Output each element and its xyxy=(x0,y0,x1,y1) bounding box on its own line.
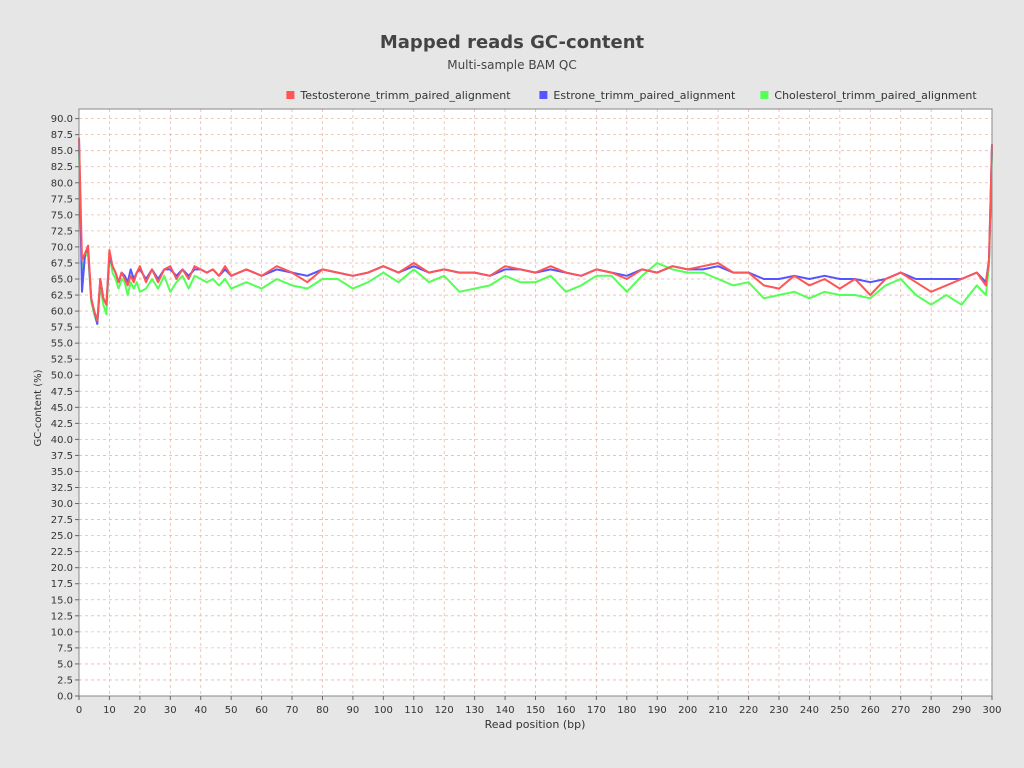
y-tick-label: 65.0 xyxy=(51,275,73,286)
y-tick-label: 42.5 xyxy=(51,419,73,430)
y-tick-label: 5.0 xyxy=(57,659,73,670)
y-tick-label: 77.5 xyxy=(51,194,73,205)
legend-label: Cholesterol_trimm_paired_alignment xyxy=(774,89,977,102)
y-tick-label: 12.5 xyxy=(51,611,73,622)
y-tick-label: 80.0 xyxy=(51,178,73,189)
y-tick-label: 85.0 xyxy=(51,146,73,157)
y-tick-label: 57.5 xyxy=(51,323,73,334)
y-tick-label: 10.0 xyxy=(51,627,73,638)
y-tick-label: 47.5 xyxy=(51,387,73,398)
x-tick-label: 170 xyxy=(587,705,606,716)
x-tick-label: 140 xyxy=(496,705,515,716)
x-tick-label: 70 xyxy=(286,705,299,716)
legend: Testosterone_trimm_paired_alignment Estro… xyxy=(286,89,977,102)
y-tick-label: 75.0 xyxy=(51,210,73,221)
x-tick-label: 120 xyxy=(435,705,454,716)
y-tick-label: 40.0 xyxy=(51,435,73,446)
y-tick-label: 27.5 xyxy=(51,515,73,526)
series-lines xyxy=(78,137,993,325)
y-tick-label: 87.5 xyxy=(51,130,73,141)
x-tick-label: 260 xyxy=(861,705,880,716)
x-tick-label: 0 xyxy=(76,705,82,716)
x-tick-label: 200 xyxy=(678,705,697,716)
chart-subtitle: Multi-sample BAM QC xyxy=(447,58,577,72)
series-line xyxy=(78,150,993,325)
y-tick-label: 52.5 xyxy=(51,355,73,366)
y-tick-label: 90.0 xyxy=(51,114,73,125)
x-tick-label: 210 xyxy=(709,705,728,716)
x-tick-label: 60 xyxy=(255,705,268,716)
x-tick-label: 270 xyxy=(891,705,910,716)
y-tick-label: 72.5 xyxy=(51,226,73,237)
y-tick-label: 20.0 xyxy=(51,563,73,574)
x-tick-label: 220 xyxy=(739,705,758,716)
x-tick-label: 90 xyxy=(347,705,360,716)
x-tick-label: 20 xyxy=(133,705,146,716)
series-line xyxy=(78,137,993,322)
y-tick-label: 22.5 xyxy=(51,547,73,558)
y-tick-label: 35.0 xyxy=(51,467,73,478)
y-tick-label: 37.5 xyxy=(51,451,73,462)
y-axis-label: GC-content (%) xyxy=(33,369,44,446)
legend-swatch xyxy=(286,91,295,99)
y-tick-label: 70.0 xyxy=(51,242,73,253)
y-tick-label: 32.5 xyxy=(51,483,73,494)
axes: 0.0 2.5 5.0 7.5 10.0 12.5 15.0 17.5 20.0 22.5 25.0… xyxy=(51,114,1002,716)
y-tick-label: 0.0 xyxy=(57,692,73,703)
x-tick-label: 30 xyxy=(164,705,177,716)
y-tick-label: 45.0 xyxy=(51,403,73,414)
x-tick-label: 80 xyxy=(316,705,329,716)
x-tick-label: 40 xyxy=(194,705,207,716)
chart-title: Mapped reads GC-content xyxy=(380,32,645,53)
x-tick-label: 230 xyxy=(769,705,788,716)
x-tick-label: 300 xyxy=(982,705,1001,716)
legend-item: Estrone_trimm_paired_alignment xyxy=(539,89,736,102)
legend-label: Testosterone_trimm_paired_alignment xyxy=(299,89,511,102)
y-tick-label: 55.0 xyxy=(51,339,73,350)
x-tick-label: 250 xyxy=(830,705,849,716)
x-tick-label: 180 xyxy=(617,705,636,716)
x-tick-label: 150 xyxy=(526,705,545,716)
y-tick-label: 50.0 xyxy=(51,371,73,382)
legend-swatch xyxy=(760,91,769,99)
y-tick-label: 67.5 xyxy=(51,258,73,269)
x-tick-label: 290 xyxy=(952,705,971,716)
y-tick-label: 25.0 xyxy=(51,531,73,542)
x-tick-label: 240 xyxy=(800,705,819,716)
y-tick-label: 17.5 xyxy=(51,579,73,590)
x-tick-label: 50 xyxy=(225,705,238,716)
y-tick-label: 2.5 xyxy=(57,675,73,686)
legend-swatch xyxy=(539,91,548,99)
x-tick-label: 280 xyxy=(922,705,941,716)
y-tick-label: 82.5 xyxy=(51,162,73,173)
x-tick-label: 10 xyxy=(103,705,116,716)
y-tick-label: 15.0 xyxy=(51,595,73,606)
x-axis-label: Read position (bp) xyxy=(485,718,586,731)
legend-label: Estrone_trimm_paired_alignment xyxy=(553,89,736,102)
x-tick-label: 160 xyxy=(556,705,575,716)
legend-item: Testosterone_trimm_paired_alignment xyxy=(286,89,511,102)
x-tick-label: 190 xyxy=(648,705,667,716)
y-tick-label: 30.0 xyxy=(51,499,73,510)
x-tick-label: 130 xyxy=(465,705,484,716)
legend-item: Cholesterol_trimm_paired_alignment xyxy=(760,89,977,102)
y-tick-label: 62.5 xyxy=(51,291,73,302)
x-tick-label: 100 xyxy=(374,705,393,716)
x-tick-label: 110 xyxy=(404,705,423,716)
y-tick-label: 7.5 xyxy=(57,643,73,654)
y-tick-label: 60.0 xyxy=(51,307,73,318)
